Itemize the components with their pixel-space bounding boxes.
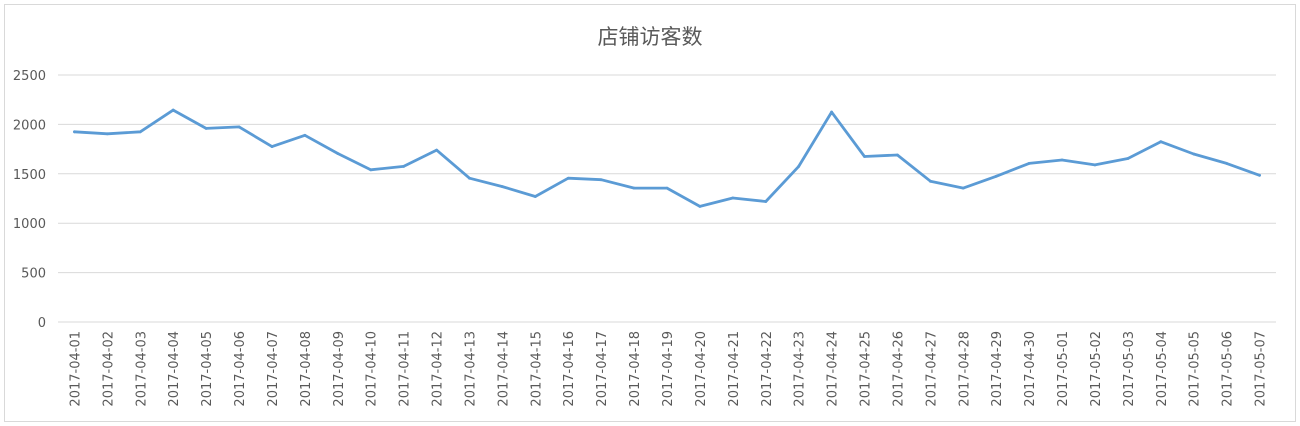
data-point xyxy=(105,132,109,136)
x-tick-label: 2017-04-15 xyxy=(529,331,544,407)
data-point xyxy=(1159,140,1163,144)
data-point xyxy=(731,196,735,200)
data-point xyxy=(1027,162,1031,165)
data-point xyxy=(830,110,833,114)
data-point xyxy=(237,125,241,129)
data-point xyxy=(402,164,406,168)
x-tick-label: 2017-04-10 xyxy=(365,331,380,407)
data-point xyxy=(698,205,702,208)
x-tick-label: 2017-04-13 xyxy=(463,331,478,407)
x-tick-label: 2017-04-25 xyxy=(859,331,874,407)
y-tick-label: 1000 xyxy=(13,217,46,232)
y-tick-label: 1500 xyxy=(13,168,46,183)
data-point xyxy=(303,133,307,137)
data-point xyxy=(632,186,636,190)
data-point xyxy=(863,155,866,158)
x-tick-label: 2017-04-11 xyxy=(398,331,413,407)
x-tick-label: 2017-04-12 xyxy=(431,331,446,407)
data-point xyxy=(896,153,899,157)
x-tick-label: 2017-05-04 xyxy=(1155,331,1170,407)
data-point xyxy=(1192,152,1196,156)
data-point xyxy=(73,130,76,134)
data-point xyxy=(435,148,438,152)
data-point xyxy=(764,200,768,203)
data-point xyxy=(270,145,274,149)
data-point xyxy=(797,164,801,168)
x-tick-label: 2017-04-20 xyxy=(694,331,709,407)
x-tick-label: 2017-04-06 xyxy=(233,331,248,407)
x-tick-label: 2017-04-09 xyxy=(332,331,347,407)
x-tick-label: 2017-04-14 xyxy=(496,331,511,407)
gridlines xyxy=(58,74,1276,323)
data-point xyxy=(1258,173,1261,177)
data-point xyxy=(171,108,175,112)
data-point xyxy=(566,176,570,180)
x-tick-label: 2017-04-08 xyxy=(299,331,314,407)
data-point xyxy=(1060,158,1064,162)
x-tick-label: 2017-04-26 xyxy=(891,331,906,407)
x-tick-label: 2017-05-02 xyxy=(1089,331,1104,407)
x-tick-label: 2017-05-03 xyxy=(1122,331,1137,407)
x-tick-label: 2017-04-05 xyxy=(200,331,215,407)
data-point xyxy=(994,174,998,178)
x-tick-label: 2017-04-03 xyxy=(134,331,149,407)
x-tick-label: 2017-04-22 xyxy=(760,331,775,407)
data-point xyxy=(468,176,471,180)
x-tick-label: 2017-05-07 xyxy=(1254,331,1269,407)
x-tick-label: 2017-04-04 xyxy=(167,331,182,407)
series-group xyxy=(73,108,1261,208)
data-point xyxy=(961,186,965,190)
y-tick-label: 2500 xyxy=(13,69,46,84)
data-point xyxy=(1093,163,1097,167)
x-tick-label: 2017-04-28 xyxy=(957,331,972,407)
y-tick-label: 500 xyxy=(21,267,46,282)
x-tick-label: 2017-05-06 xyxy=(1221,331,1236,407)
data-point xyxy=(204,126,208,130)
x-tick-label: 2017-04-21 xyxy=(727,331,742,407)
x-tick-label: 2017-04-29 xyxy=(990,331,1005,407)
chart-frame xyxy=(4,4,1296,422)
data-point xyxy=(1225,162,1229,165)
x-tick-label: 2017-05-05 xyxy=(1188,331,1203,407)
y-tick-label: 2000 xyxy=(13,118,46,133)
data-point xyxy=(533,195,537,198)
x-tick-label: 2017-04-16 xyxy=(562,331,577,407)
x-tick-label: 2017-04-17 xyxy=(595,331,610,407)
x-tick-label: 2017-04-18 xyxy=(628,331,643,407)
y-tick-label: 0 xyxy=(38,316,46,331)
x-tick-label: 2017-04-23 xyxy=(793,331,808,407)
x-tick-label: 2017-04-02 xyxy=(101,331,116,407)
data-point xyxy=(665,186,669,190)
chart-title: 店铺访客数 xyxy=(598,25,703,49)
y-axis-ticks: 0 500 1000 1500 2000 2500 xyxy=(13,69,46,331)
data-point xyxy=(369,168,373,172)
data-point xyxy=(928,179,932,183)
x-tick-label: 2017-04-24 xyxy=(826,331,841,407)
data-point xyxy=(501,185,504,189)
x-tick-label: 2017-04-07 xyxy=(266,331,281,407)
x-tick-label: 2017-04-30 xyxy=(1023,331,1038,407)
data-point xyxy=(336,152,340,155)
x-axis-ticks: 2017-04-01 2017-04-02 2017-04-03 2017-04-04… xyxy=(68,331,1268,407)
data-point xyxy=(138,130,142,134)
x-tick-label: 2017-04-19 xyxy=(661,331,676,407)
data-point xyxy=(599,178,603,182)
x-tick-label: 2017-04-27 xyxy=(924,331,939,407)
x-tick-label: 2017-05-01 xyxy=(1056,331,1071,407)
x-tick-label: 2017-04-01 xyxy=(68,331,83,407)
data-point xyxy=(1126,157,1130,160)
